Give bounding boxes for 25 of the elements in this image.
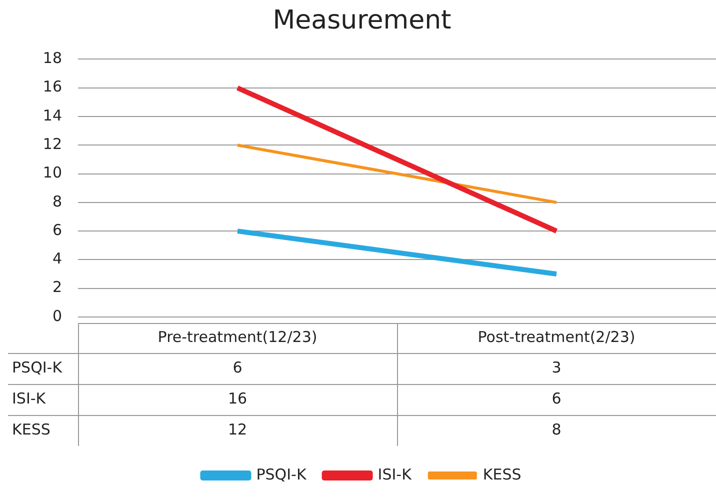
y-tick-label: 16 <box>42 78 62 96</box>
y-tick-label: 12 <box>42 135 62 154</box>
y-tick-label: 6 <box>52 220 62 239</box>
x-tick-label: Pre-treatment(12/23) <box>158 328 318 346</box>
legend-label: ISI-K <box>378 465 413 484</box>
y-tick-label: 2 <box>52 278 62 296</box>
x-tick-label: Post-treatment(2/23) <box>478 328 636 346</box>
y-tick-label: 14 <box>42 106 62 124</box>
text: ISI-K <box>12 389 46 408</box>
text: KESS <box>12 420 50 438</box>
data-label: 8 <box>552 420 562 438</box>
data-label: 16 <box>228 389 248 408</box>
y-tick-label: 4 <box>52 250 62 268</box>
y-tick-label: 0 <box>52 306 62 325</box>
text: PSQI-K <box>12 358 62 376</box>
chart-title: Measurement <box>272 5 452 36</box>
y-tick-label: 10 <box>42 164 62 182</box>
y-tick-label: 8 <box>52 192 62 210</box>
data-label: 3 <box>552 358 562 376</box>
data-label: 6 <box>552 389 562 408</box>
legend-label: KESS <box>482 465 522 484</box>
y-tick-label: 18 <box>42 49 62 68</box>
data-label: 12 <box>228 420 248 438</box>
data-label: 6 <box>232 358 242 376</box>
legend-label: PSQI-K <box>256 465 308 484</box>
